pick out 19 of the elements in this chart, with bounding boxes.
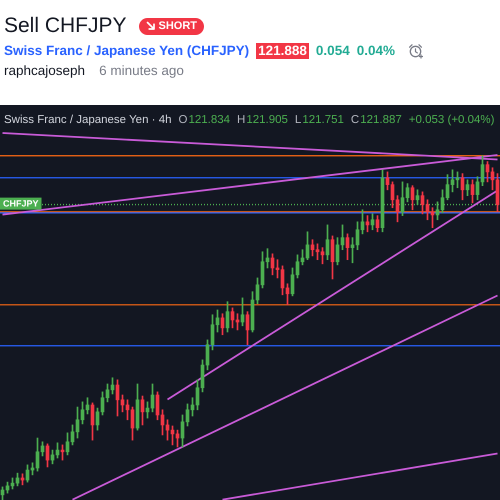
text: 0.054: [316, 43, 350, 58]
text: H: [237, 114, 246, 126]
text: Swiss Franc / Japanese Yen · 4h: [4, 114, 172, 126]
text: +0.053 (+0.04%): [408, 114, 494, 126]
text: L: [294, 114, 302, 126]
text: 121.887: [360, 114, 402, 126]
text: 0.04%: [356, 43, 395, 58]
chart-subtitle: Swiss Franc / Japanese Yen (CHFJPY): [4, 43, 250, 58]
text: 121.888: [256, 42, 309, 58]
text: O: [178, 114, 188, 126]
text: 121.834: [188, 114, 230, 126]
ref-line-label: CHFJPY: [2, 198, 39, 209]
text: 6 minutes ago: [99, 63, 184, 78]
chart-title: Sell CHFJPY: [4, 14, 127, 38]
badge: SHORT: [138, 18, 204, 34]
text: 121.751: [302, 114, 344, 126]
text: C: [350, 114, 360, 126]
text: raphcajoseph: [4, 63, 86, 78]
text: 121.905: [246, 114, 288, 126]
